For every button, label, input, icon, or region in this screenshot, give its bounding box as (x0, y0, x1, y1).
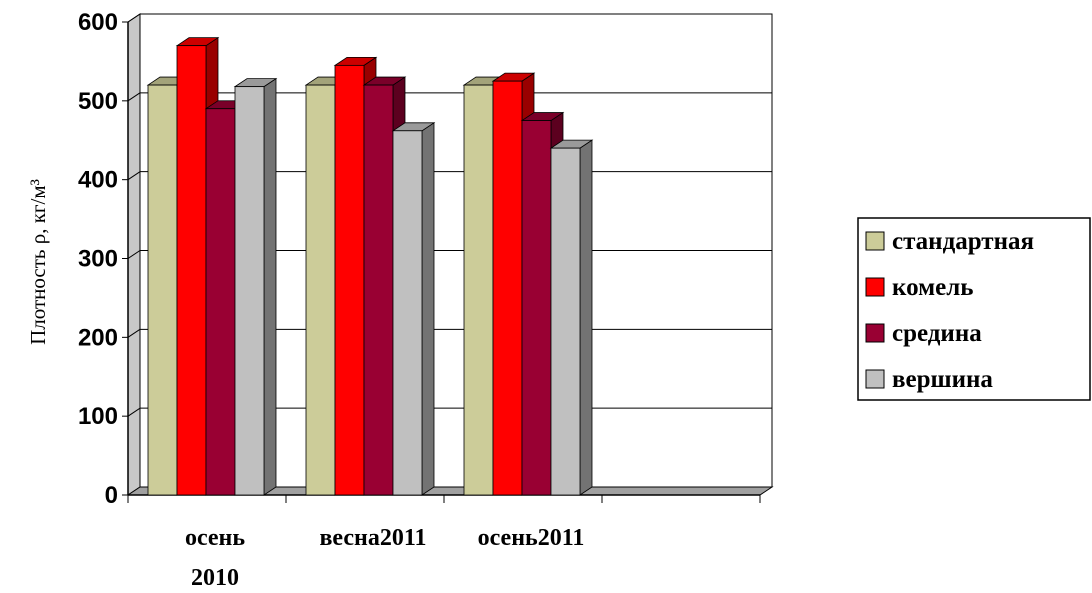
bar-front (463, 84, 494, 496)
bars (146, 36, 594, 496)
legend-label: комель (892, 274, 973, 301)
bar-front (492, 80, 523, 496)
bar-side (421, 122, 435, 496)
bar-side (263, 77, 277, 496)
gridline-diagonal (127, 328, 141, 338)
bar-front (305, 84, 336, 496)
x-tick-label: осень2011 (478, 525, 585, 551)
bar-front (334, 64, 365, 496)
legend-label: средина (892, 320, 982, 347)
x-tick-labels: осень 2010 весна2011 осень2011 (185, 525, 584, 591)
y-tick-label: 100 (78, 403, 118, 430)
y-axis-label: Плотность ρ, кг/м³ (26, 179, 50, 345)
y-tick-labels: 0 100 200 300 400 500 600 (78, 9, 118, 509)
legend-swatch (865, 231, 885, 251)
bar (391, 122, 436, 496)
gridline-diagonal (127, 13, 141, 23)
y-tick-label: 0 (105, 482, 118, 509)
legend-swatch (865, 323, 885, 343)
legend-label: стандартная (892, 228, 1034, 255)
bar-front (363, 84, 394, 496)
bar-front (147, 84, 178, 496)
bar-front (234, 86, 265, 496)
y-tick-label: 600 (78, 9, 118, 36)
legend-swatch (865, 277, 885, 297)
y-tick-label: 500 (78, 88, 118, 115)
legend-swatch (865, 369, 885, 389)
bar-front (205, 108, 236, 496)
gridline-diagonal (127, 171, 141, 181)
bar (233, 77, 278, 496)
y-tick-label: 400 (78, 167, 118, 194)
x-tick-label: осень (185, 525, 245, 551)
bar-front (176, 45, 207, 496)
bar (549, 139, 594, 496)
gridline-diagonal (127, 407, 141, 417)
x-tick-label: 2010 (191, 565, 239, 591)
gridline-diagonal (127, 250, 141, 259)
bar-front (550, 147, 581, 496)
x-tick-label: весна2011 (319, 525, 426, 551)
bar-side (579, 139, 593, 496)
legend-box (857, 217, 1091, 401)
y-tick-label: 300 (78, 246, 118, 273)
legend-label: вершина (892, 366, 993, 393)
gridline-diagonal (127, 92, 141, 102)
y-tick-label: 200 (78, 324, 118, 351)
bar-front (521, 120, 552, 496)
bar-front (392, 130, 423, 496)
legend: стандартная комель средина вершина (857, 217, 1091, 401)
